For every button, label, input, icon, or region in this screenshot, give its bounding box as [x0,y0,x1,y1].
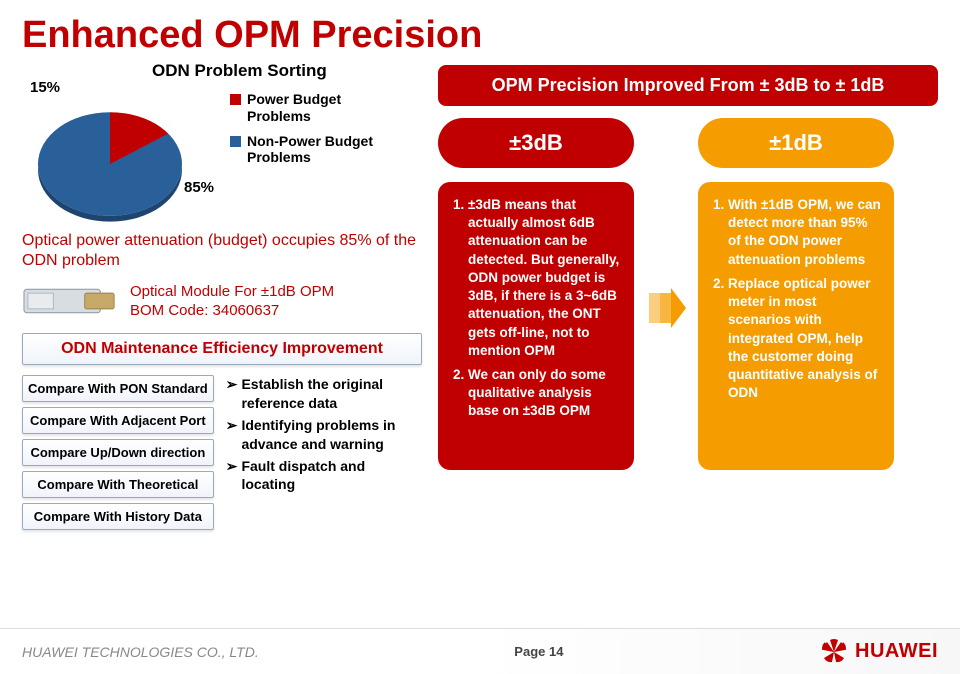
pie-legend: Power Budget Problems Non-Power Budget P… [230,91,387,174]
pill-1db: ±1dB [698,118,894,168]
box-3db: ±3dB means that actually almost 6dB atte… [438,182,634,470]
pie-pct-85: 85% [184,179,214,196]
compare-list: Compare With PON Standard Compare With A… [22,375,214,530]
legend-label: Power Budget Problems [247,91,387,125]
pie-caption: Optical power attenuation (budget) occup… [22,231,422,271]
huawei-logo: HUAWEI [819,638,938,666]
arrow-icon [646,118,686,438]
bullet-list: ➢Establish the original reference data ➢… [226,375,422,530]
footer-company: HUAWEI TECHNOLOGIES CO., LTD. [22,644,259,660]
compare-item: Compare With PON Standard [22,375,214,402]
module-line2: BOM Code: 34060637 [130,301,334,321]
logo-text: HUAWEI [855,640,938,663]
compare-item: Compare With Theoretical [22,471,214,498]
improve-heading: OPM Precision Improved From ± 3dB to ± 1… [438,65,938,106]
pie-title: ODN Problem Sorting [152,61,327,81]
pie-pct-15: 15% [30,79,60,96]
box-1db-point: Replace optical power meter in most scen… [728,275,882,403]
legend-swatch [230,94,241,105]
box-3db-point: ±3dB means that actually almost 6dB atte… [468,196,622,360]
pill-3db: ±3dB [438,118,634,168]
pie-graphic [38,112,182,216]
bullet-item: Establish the original reference data [241,375,422,413]
module-text: Optical Module For ±1dB OPM BOM Code: 34… [130,282,334,321]
page-number: Page 14 [514,644,563,659]
box-3db-point: We can only do some qualitative analysis… [468,366,622,421]
pie-chart: ODN Problem Sorting 15% 85% Power Budget… [22,65,422,227]
efficiency-heading: ODN Maintenance Efficiency Improvement [22,333,422,365]
huawei-petal-icon [819,638,849,666]
compare-item: Compare With History Data [22,503,214,530]
legend-label: Non-Power Budget Problems [247,133,387,167]
legend-swatch [230,136,241,147]
optical-module-icon [22,281,120,321]
box-1db-point: With ±1dB OPM, we can detect more than 9… [728,196,882,269]
bullet-item: Fault dispatch and locating [241,457,422,495]
footer: HUAWEI TECHNOLOGIES CO., LTD. Page 14 HU… [0,628,960,674]
compare-item: Compare Up/Down direction [22,439,214,466]
compare-item: Compare With Adjacent Port [22,407,214,434]
slide-title: Enhanced OPM Precision [22,14,938,57]
box-1db: With ±1dB OPM, we can detect more than 9… [698,182,894,470]
module-line1: Optical Module For ±1dB OPM [130,282,334,302]
bullet-item: Identifying problems in advance and warn… [241,416,422,454]
